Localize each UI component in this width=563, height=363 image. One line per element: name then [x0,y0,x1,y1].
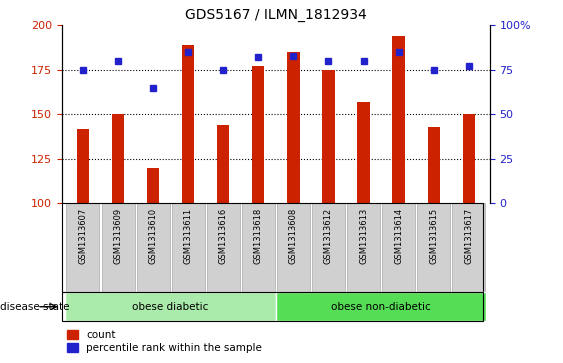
Bar [427,127,440,203]
Bar [66,203,100,292]
Title: GDS5167 / ILMN_1812934: GDS5167 / ILMN_1812934 [185,8,367,22]
Bar [277,203,310,292]
Bar [417,203,450,292]
Text: obese diabetic: obese diabetic [132,302,209,312]
Bar [276,292,486,321]
Bar [463,114,475,203]
Bar [347,203,380,292]
Bar [207,203,240,292]
Bar [252,66,265,203]
Bar [182,45,194,203]
Bar [65,292,276,321]
Bar [137,203,169,292]
Bar [452,203,485,292]
Bar [323,70,334,203]
Text: GSM1313613: GSM1313613 [359,208,368,264]
Text: disease state: disease state [0,302,69,312]
Text: GSM1313607: GSM1313607 [78,208,87,264]
Bar [392,36,405,203]
Text: GSM1313614: GSM1313614 [394,208,403,264]
Text: obese non-diabetic: obese non-diabetic [331,302,431,312]
Text: GSM1313610: GSM1313610 [149,208,158,264]
Bar [382,203,415,292]
Bar [101,203,135,292]
Text: GSM1313608: GSM1313608 [289,208,298,264]
Text: GSM1313611: GSM1313611 [184,208,193,264]
Bar [147,168,159,203]
Text: GSM1313612: GSM1313612 [324,208,333,264]
Text: GSM1313618: GSM1313618 [254,208,263,264]
Text: GSM1313616: GSM1313616 [219,208,228,264]
Text: GSM1313617: GSM1313617 [464,208,473,264]
Bar [217,125,229,203]
Legend: count, percentile rank within the sample: count, percentile rank within the sample [67,330,262,353]
Text: GSM1313609: GSM1313609 [114,208,123,264]
Bar [242,203,275,292]
Bar [312,203,345,292]
Bar [358,102,370,203]
Bar [112,114,124,203]
Text: GSM1313615: GSM1313615 [429,208,438,264]
Bar [287,52,300,203]
Bar [172,203,205,292]
Bar [77,129,89,203]
